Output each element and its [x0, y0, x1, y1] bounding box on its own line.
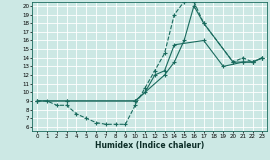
X-axis label: Humidex (Indice chaleur): Humidex (Indice chaleur)	[95, 141, 204, 150]
